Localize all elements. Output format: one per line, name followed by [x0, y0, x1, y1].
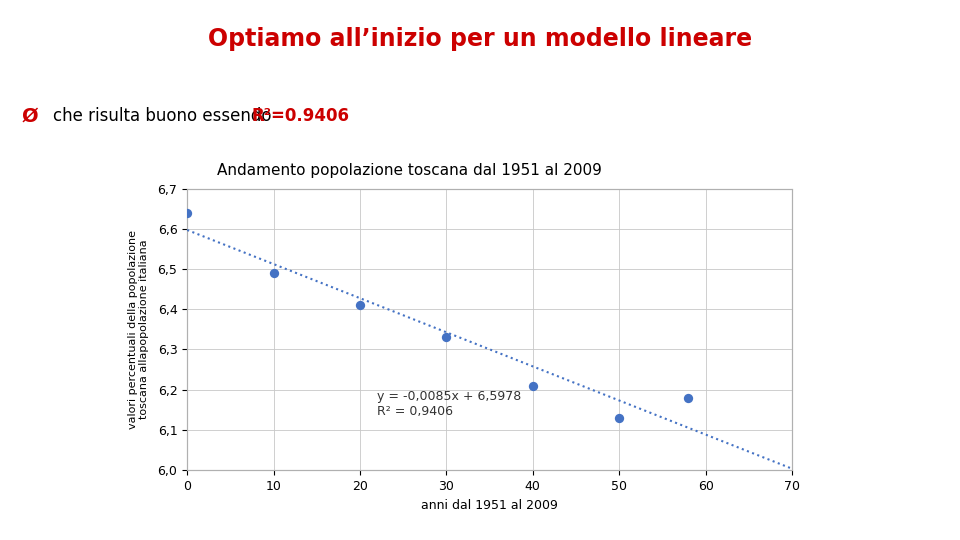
Point	[352, 301, 368, 309]
Point	[681, 393, 696, 402]
Point	[439, 333, 454, 342]
X-axis label: anni dal 1951 al 2009: anni dal 1951 al 2009	[421, 500, 558, 512]
Point	[266, 269, 281, 278]
Text: Andamento popolazione toscana dal 1951 al 2009: Andamento popolazione toscana dal 1951 a…	[218, 163, 602, 178]
Text: Optiamo all’inizio per un modello lineare: Optiamo all’inizio per un modello linear…	[208, 27, 752, 51]
Text: Ø: Ø	[21, 106, 37, 126]
Text: R²=0.9406: R²=0.9406	[252, 107, 349, 125]
Bar	[187, 189, 792, 470]
Text: y = -0,0085x + 6,5978
R² = 0,9406: y = -0,0085x + 6,5978 R² = 0,9406	[377, 389, 521, 417]
Text: che risulta buono essendo: che risulta buono essendo	[53, 107, 276, 125]
Y-axis label: valori percentuali della popolazione
toscana allapopolazione italiana: valori percentuali della popolazione tos…	[128, 230, 149, 429]
Point	[612, 413, 627, 422]
Point	[180, 209, 195, 218]
Point	[525, 381, 540, 390]
